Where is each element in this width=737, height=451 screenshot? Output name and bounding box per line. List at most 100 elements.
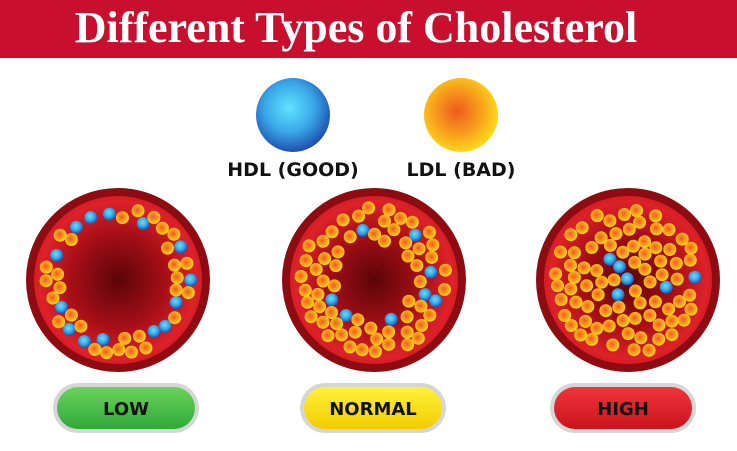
ldl-particle: [567, 270, 581, 284]
ldl-particle: [370, 332, 384, 346]
ldl-particle: [438, 263, 452, 277]
ldl-particle: [599, 304, 613, 318]
ldl-particle: [684, 241, 698, 255]
title-banner: [0, 0, 737, 58]
ldl-particle: [402, 294, 416, 308]
ldl-particle: [580, 279, 594, 293]
vessel-lumen: [38, 200, 198, 360]
ldl-particle: [554, 245, 567, 259]
title: Different Types of Cholesterol: [75, 3, 638, 52]
legend-label: HDL (GOOD): [227, 159, 358, 181]
ldl-particle: [594, 231, 608, 245]
ldl-particle: [655, 268, 669, 282]
ldl-particle: [683, 253, 697, 267]
ldl-particle: [652, 318, 666, 332]
ldl-particle: [564, 258, 577, 272]
level-button: NORMAL: [300, 383, 446, 433]
ldl-particle: [581, 300, 595, 313]
ldl-particle: [64, 233, 78, 246]
ldl-particle: [378, 234, 391, 248]
ldl-particle: [412, 242, 426, 256]
ldl-particle: [663, 243, 677, 256]
ldl-particle: [626, 239, 640, 253]
ldl-particle: [665, 328, 679, 342]
ldl-particle: [643, 309, 657, 322]
ldl-particle: [564, 319, 578, 332]
hdl-particle: [78, 335, 91, 348]
ldl-particle: [294, 270, 308, 283]
button: [304, 387, 442, 429]
hdl-icon: [256, 78, 330, 152]
ldl-particle: [602, 319, 616, 333]
ldl-particle: [612, 300, 626, 314]
ldl-particle: [170, 271, 184, 285]
ldl-particle: [311, 287, 325, 301]
ldl-particle: [648, 295, 662, 309]
ldl-particle: [316, 234, 330, 248]
ldl-particle: [330, 317, 344, 331]
ldl-particle: [551, 279, 564, 293]
hdl-particle: [169, 296, 183, 309]
ldl-particle: [579, 314, 592, 328]
ldl-particle: [131, 204, 145, 218]
ldl-particle: [394, 211, 408, 225]
ldl-particle: [410, 259, 424, 272]
ldl-particle: [673, 295, 686, 308]
hdl-particle: [339, 309, 353, 322]
ldl-particle: [564, 282, 578, 296]
hdl-particle: [102, 207, 116, 221]
vessels: [26, 188, 720, 372]
hdl-particle: [325, 293, 339, 307]
hdl-particle: [136, 217, 150, 230]
ldl-particle: [401, 249, 415, 263]
ldl-particle: [132, 329, 146, 343]
hdl-particle: [688, 270, 702, 284]
ldl-particle: [325, 225, 339, 239]
ldl-particle: [168, 258, 181, 272]
hdl-particle: [603, 252, 617, 266]
ldl-particle: [617, 208, 631, 221]
ldl-particle: [638, 262, 652, 276]
ldl-particle: [316, 315, 330, 329]
ldl-particle: [607, 273, 621, 287]
ldl-particle: [100, 346, 113, 360]
ldl-particle: [590, 264, 604, 277]
ldl-icon: [424, 78, 498, 152]
ldl-particle: [554, 293, 568, 306]
ldl-particle: [627, 343, 641, 357]
ldl-particle: [616, 314, 630, 327]
hdl-particle: [418, 288, 432, 302]
ldl-particle: [405, 215, 419, 229]
ldl-particle: [39, 260, 53, 274]
ldl-particle: [88, 342, 102, 356]
ldl-particle: [575, 221, 589, 235]
ldl-particle: [569, 295, 583, 309]
ldl-particle: [167, 227, 181, 241]
ldl-particle: [630, 204, 643, 218]
hdl-particle: [62, 322, 76, 336]
ldl-particle: [665, 314, 679, 328]
ldl-particle: [634, 331, 648, 345]
ldl-particle: [590, 321, 604, 335]
ldl-particle: [364, 321, 378, 335]
ldl-particle: [382, 203, 396, 217]
ldl-particle: [125, 345, 138, 359]
ldl-particle: [675, 232, 689, 246]
ldl-particle: [39, 274, 53, 288]
ldl-particle: [115, 211, 129, 225]
level-button: HIGH: [550, 383, 696, 433]
button-label: HIGH: [597, 399, 649, 420]
ldl-particle: [684, 302, 698, 316]
legend-label: LDL (BAD): [407, 159, 516, 181]
ldl-particle: [343, 230, 357, 244]
ldl-particle: [368, 227, 381, 241]
ldl-particle: [112, 343, 126, 357]
ldl-particle: [400, 310, 414, 324]
ldl-particle: [415, 318, 429, 332]
ldl-particle: [180, 256, 194, 270]
ldl-particle: [64, 308, 78, 322]
ldl-particle: [181, 286, 195, 300]
ldl-particle: [298, 283, 312, 297]
level-button: LOW: [53, 383, 199, 433]
